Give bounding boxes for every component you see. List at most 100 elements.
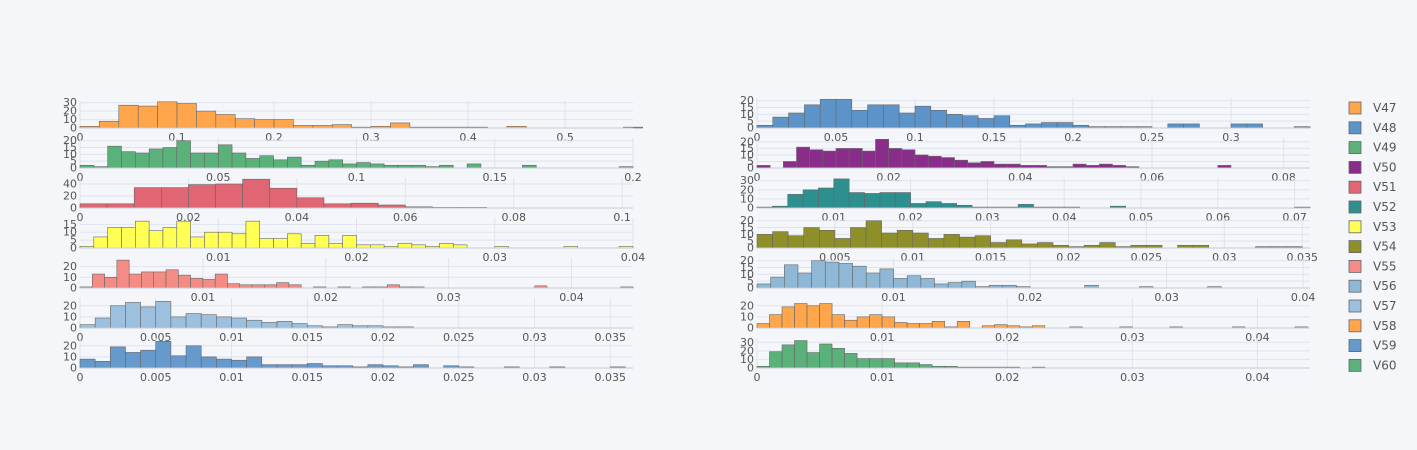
bar xyxy=(818,187,835,209)
bar xyxy=(787,235,805,249)
x-tick-label: 0.02 xyxy=(898,211,923,224)
bar xyxy=(931,321,945,329)
legend-label: V60 xyxy=(1373,358,1396,372)
bar xyxy=(137,105,158,129)
y-tick-label: 30 xyxy=(740,336,754,349)
bar xyxy=(797,272,812,289)
bar xyxy=(838,263,853,289)
bar xyxy=(894,362,908,369)
bar xyxy=(822,150,837,169)
legend-item-v57[interactable]: V57 xyxy=(1348,299,1396,313)
bar xyxy=(914,105,932,129)
legend-item-v60[interactable]: V60 xyxy=(1348,358,1396,372)
bar xyxy=(990,242,1007,249)
x-tick-label: 0.1 xyxy=(613,211,631,224)
bar xyxy=(79,203,108,209)
x-tick-label: 0.01 xyxy=(870,371,895,384)
x-tick-label: 0.01 xyxy=(191,291,216,304)
bar xyxy=(888,148,903,169)
legend-swatch xyxy=(1348,240,1362,254)
bar xyxy=(993,115,1011,129)
y-tick-label: 5 xyxy=(747,115,754,128)
legend-item-v52[interactable]: V52 xyxy=(1348,200,1396,214)
bar xyxy=(110,346,126,369)
bar xyxy=(956,321,970,329)
y-tick-label: 40 xyxy=(63,178,77,191)
legend-item-v59[interactable]: V59 xyxy=(1348,339,1396,353)
bar xyxy=(246,356,263,369)
bar xyxy=(276,282,290,289)
x-tick-label: 0.03 xyxy=(522,331,547,344)
bar xyxy=(881,232,898,249)
y-tick-label: 0 xyxy=(747,322,754,335)
y-tick-label: 10 xyxy=(63,350,77,363)
bar xyxy=(106,203,135,209)
y-tick-label: 20 xyxy=(740,183,754,196)
bar xyxy=(862,150,876,169)
x-tick-label: 0.04 xyxy=(621,251,646,264)
bar xyxy=(934,283,949,289)
x-tick-label: 0 xyxy=(754,171,761,184)
legend-item-v53[interactable]: V53 xyxy=(1348,220,1396,234)
x-tick-label: 0.06 xyxy=(1206,211,1231,224)
bar xyxy=(1246,123,1263,129)
y-tick-label: 10 xyxy=(740,353,754,366)
bar xyxy=(217,231,233,249)
bar xyxy=(804,104,821,129)
y-tick-label: 0 xyxy=(70,322,77,335)
bar xyxy=(756,283,771,289)
legend-swatch xyxy=(1348,121,1362,135)
bar xyxy=(273,119,294,129)
bar xyxy=(128,273,142,289)
y-tick-label: 15 xyxy=(740,261,754,274)
x-tick-label: 0.02 xyxy=(995,331,1020,344)
y-tick-label: 10 xyxy=(63,271,77,284)
x-tick-label: 0.02 xyxy=(1018,291,1043,304)
legend-item-v58[interactable]: V58 xyxy=(1348,319,1396,333)
bar xyxy=(883,104,900,129)
bar xyxy=(930,109,947,129)
y-tick-label: 5 xyxy=(70,155,77,168)
bar xyxy=(217,144,233,169)
legend-label: V48 xyxy=(1373,121,1396,135)
x-tick-label: 0.005 xyxy=(140,331,172,344)
bar xyxy=(331,124,352,129)
bar xyxy=(259,238,274,249)
legend-item-v51[interactable]: V51 xyxy=(1348,180,1396,194)
legend-item-v50[interactable]: V50 xyxy=(1348,160,1396,174)
y-tick-label: 10 xyxy=(740,268,754,281)
bar xyxy=(162,227,178,249)
legend-item-v48[interactable]: V48 xyxy=(1348,121,1396,135)
legend-item-v49[interactable]: V49 xyxy=(1348,141,1396,155)
y-tick-label: 20 xyxy=(740,135,754,148)
bar xyxy=(342,163,357,169)
x-tick-label: 0.2 xyxy=(1064,131,1082,144)
bar xyxy=(906,323,920,329)
y-tick-label: 20 xyxy=(63,134,77,147)
legend-label: V56 xyxy=(1373,279,1396,293)
x-tick-label: 0.2 xyxy=(265,131,283,144)
legend-item-v47[interactable]: V47 xyxy=(1348,101,1396,115)
bar xyxy=(824,261,840,289)
x-tick-label: 0.01 xyxy=(219,331,244,344)
legend-swatch xyxy=(1348,339,1362,353)
bar xyxy=(190,152,205,169)
bar xyxy=(254,119,275,129)
x-tick-label: 0.02 xyxy=(314,291,339,304)
legend-item-v54[interactable]: V54 xyxy=(1348,240,1396,254)
legend-item-v56[interactable]: V56 xyxy=(1348,279,1396,293)
x-tick-label: 0.25 xyxy=(1140,131,1165,144)
bar xyxy=(914,154,929,169)
bar xyxy=(204,231,219,249)
y-tick-label: 10 xyxy=(63,148,77,161)
legend-item-v55[interactable]: V55 xyxy=(1348,259,1396,273)
bar xyxy=(370,163,385,169)
bar xyxy=(864,193,881,209)
bar xyxy=(879,192,896,209)
bar xyxy=(170,355,187,369)
bar xyxy=(1005,239,1023,249)
bar xyxy=(803,227,820,249)
